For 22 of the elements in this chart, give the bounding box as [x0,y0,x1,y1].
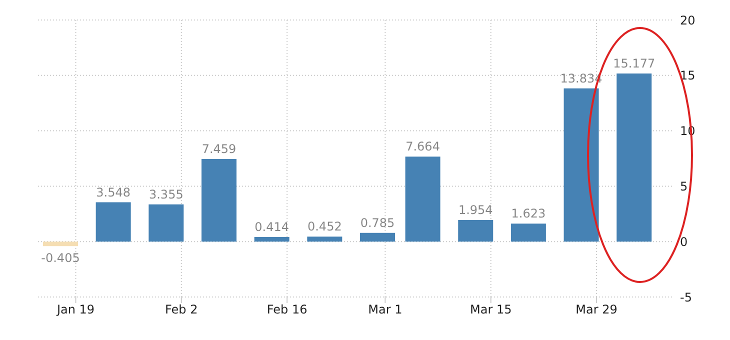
data-label: 1.954 [458,202,493,217]
x-tick-label: Mar 1 [368,302,402,317]
y-tick-label: 0 [680,234,688,249]
data-label: 7.664 [406,140,440,154]
x-tick-label: Feb 2 [165,302,198,317]
data-label: 0.414 [254,220,290,234]
data-label: 3.548 [96,185,131,200]
data-label: 1.623 [511,206,546,221]
y-tick-label: 15 [680,68,696,83]
data-label: 15.177 [613,56,656,70]
data-label: 0.452 [307,220,342,234]
data-label: 0.785 [360,216,395,230]
x-tick-label: Mar 15 [470,302,512,317]
x-tick-label: Mar 29 [576,302,618,317]
y-tick-label: 20 [680,13,696,28]
x-tick-label: Feb 16 [266,302,308,317]
y-tick-label: -5 [680,290,692,304]
data-label: -0.405 [41,251,80,266]
data-label: 3.355 [148,187,184,202]
y-tick-label: 5 [680,179,688,194]
data-label: 7.459 [202,142,236,156]
x-tick-label: Jan 19 [56,302,95,317]
